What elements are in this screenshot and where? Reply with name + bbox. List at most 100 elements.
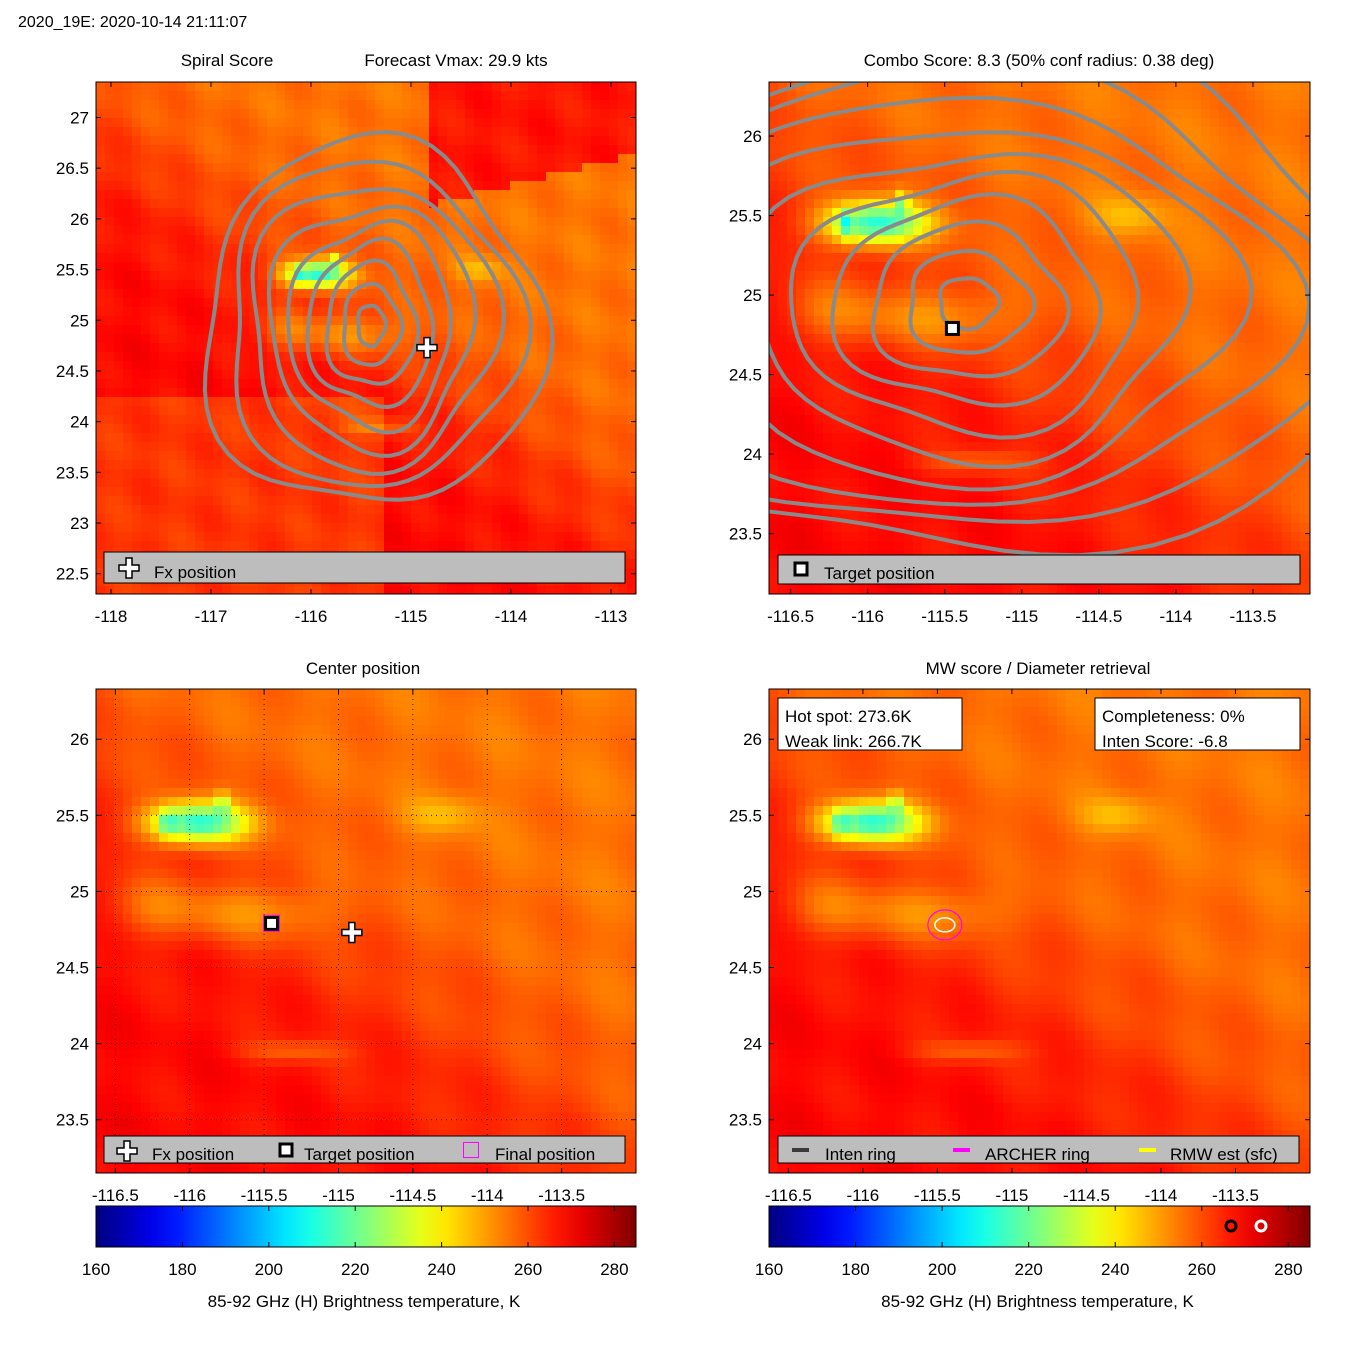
- heatmap-cell: [528, 244, 538, 254]
- heatmap-cell: [1192, 136, 1202, 146]
- heatmap-cell: [429, 262, 439, 272]
- heatmap-cell: [501, 289, 511, 299]
- heatmap-cell: [276, 154, 286, 164]
- heatmap-cell: [231, 172, 241, 182]
- heatmap-cell: [96, 181, 106, 191]
- heatmap-cell: [222, 109, 232, 119]
- heatmap-cell: [1174, 253, 1184, 263]
- heatmap-cell: [330, 199, 340, 209]
- heatmap-cell: [609, 280, 619, 290]
- heatmap-cell: [1102, 145, 1112, 155]
- heatmap-cell: [240, 469, 250, 479]
- heatmap-cell: [384, 100, 394, 110]
- heatmap-cell: [96, 91, 106, 101]
- heatmap-cell: [886, 82, 896, 92]
- heatmap-cell: [1111, 190, 1121, 200]
- heatmap-cell: [582, 190, 592, 200]
- heatmap-cell: [546, 541, 556, 551]
- heatmap-cell: [859, 109, 869, 119]
- heatmap-cell: [591, 253, 601, 263]
- heatmap-cell: [177, 406, 187, 416]
- heatmap-cell: [276, 352, 286, 362]
- heatmap-cell: [222, 271, 232, 281]
- heatmap-cell: [582, 361, 592, 371]
- heatmap-cell: [285, 190, 295, 200]
- heatmap-cell: [168, 127, 178, 137]
- heatmap-cell: [1147, 226, 1157, 236]
- heatmap-cell: [402, 370, 412, 380]
- heatmap-cell: [222, 586, 232, 594]
- heatmap-cell: [591, 226, 601, 236]
- heatmap-cell: [564, 586, 574, 594]
- heatmap-cell: [465, 172, 475, 182]
- heatmap-cell: [150, 271, 160, 281]
- heatmap-cell: [1201, 145, 1211, 155]
- heatmap-cell: [546, 253, 556, 263]
- heatmap-cell: [1003, 289, 1013, 299]
- heatmap-cell: [438, 199, 448, 209]
- heatmap-cell: [384, 397, 394, 407]
- heatmap-cell: [231, 541, 241, 551]
- heatmap-cell: [177, 217, 187, 227]
- spiral-legend: Fx position: [103, 551, 626, 584]
- heatmap-cell: [114, 280, 124, 290]
- heatmap-cell: [348, 298, 358, 308]
- heatmap-cell: [1129, 226, 1139, 236]
- heatmap-cell: [1048, 253, 1058, 263]
- heatmap-cell: [303, 190, 313, 200]
- heatmap-cell: [600, 217, 610, 227]
- heatmap-cell: [267, 127, 277, 137]
- heatmap-cell: [465, 460, 475, 470]
- heatmap-cell: [1111, 253, 1121, 263]
- legend-label: Fx position: [154, 563, 236, 582]
- heatmap-cell: [958, 100, 968, 110]
- heatmap-cell: [393, 208, 403, 218]
- heatmap-cell: [258, 325, 268, 335]
- heatmap-cell: [276, 442, 286, 452]
- heatmap-cell: [402, 181, 412, 191]
- heatmap-cell: [366, 190, 376, 200]
- heatmap-cell: [564, 217, 574, 227]
- heatmap-cell: [1264, 190, 1274, 200]
- heatmap-cell: [483, 145, 493, 155]
- heatmap-cell: [555, 370, 565, 380]
- heatmap-cell: [1165, 262, 1175, 272]
- heatmap-cell: [1138, 271, 1148, 281]
- heatmap-cell: [501, 361, 511, 371]
- heatmap-cell: [330, 298, 340, 308]
- heatmap-cell: [618, 91, 628, 101]
- heatmap-cell: [123, 433, 133, 443]
- heatmap-cell: [312, 163, 322, 173]
- heatmap-cell: [1192, 109, 1202, 119]
- heatmap-cell: [123, 514, 133, 524]
- heatmap-cell: [832, 127, 842, 137]
- heatmap-cell: [1084, 262, 1094, 272]
- heatmap-cell: [123, 523, 133, 533]
- heatmap-cell: [96, 100, 106, 110]
- heatmap-cell: [339, 433, 349, 443]
- heatmap-cell: [357, 523, 367, 533]
- heatmap-cell: [393, 163, 403, 173]
- spiral-map: [96, 82, 636, 594]
- heatmap-cell: [510, 541, 520, 551]
- heatmap-cell: [519, 586, 529, 594]
- heatmap-cell: [429, 451, 439, 461]
- heatmap-cell: [438, 262, 448, 272]
- heatmap-cell: [177, 244, 187, 254]
- heatmap-cell: [796, 163, 806, 173]
- heatmap-cell: [150, 541, 160, 551]
- heatmap-cell: [555, 361, 565, 371]
- heatmap-cell: [438, 307, 448, 317]
- heatmap-cell: [447, 424, 457, 434]
- contour-line: [266, 204, 478, 458]
- contour-line: [286, 218, 453, 435]
- heatmap-cell: [294, 361, 304, 371]
- heatmap-cell: [1057, 271, 1067, 281]
- heatmap-cell: [222, 505, 232, 515]
- heatmap-cell: [105, 127, 115, 137]
- heatmap-cell: [249, 307, 259, 317]
- heatmap-cell: [213, 361, 223, 371]
- heatmap-cell: [213, 127, 223, 137]
- heatmap-cell: [850, 298, 860, 308]
- heatmap-cell: [492, 199, 502, 209]
